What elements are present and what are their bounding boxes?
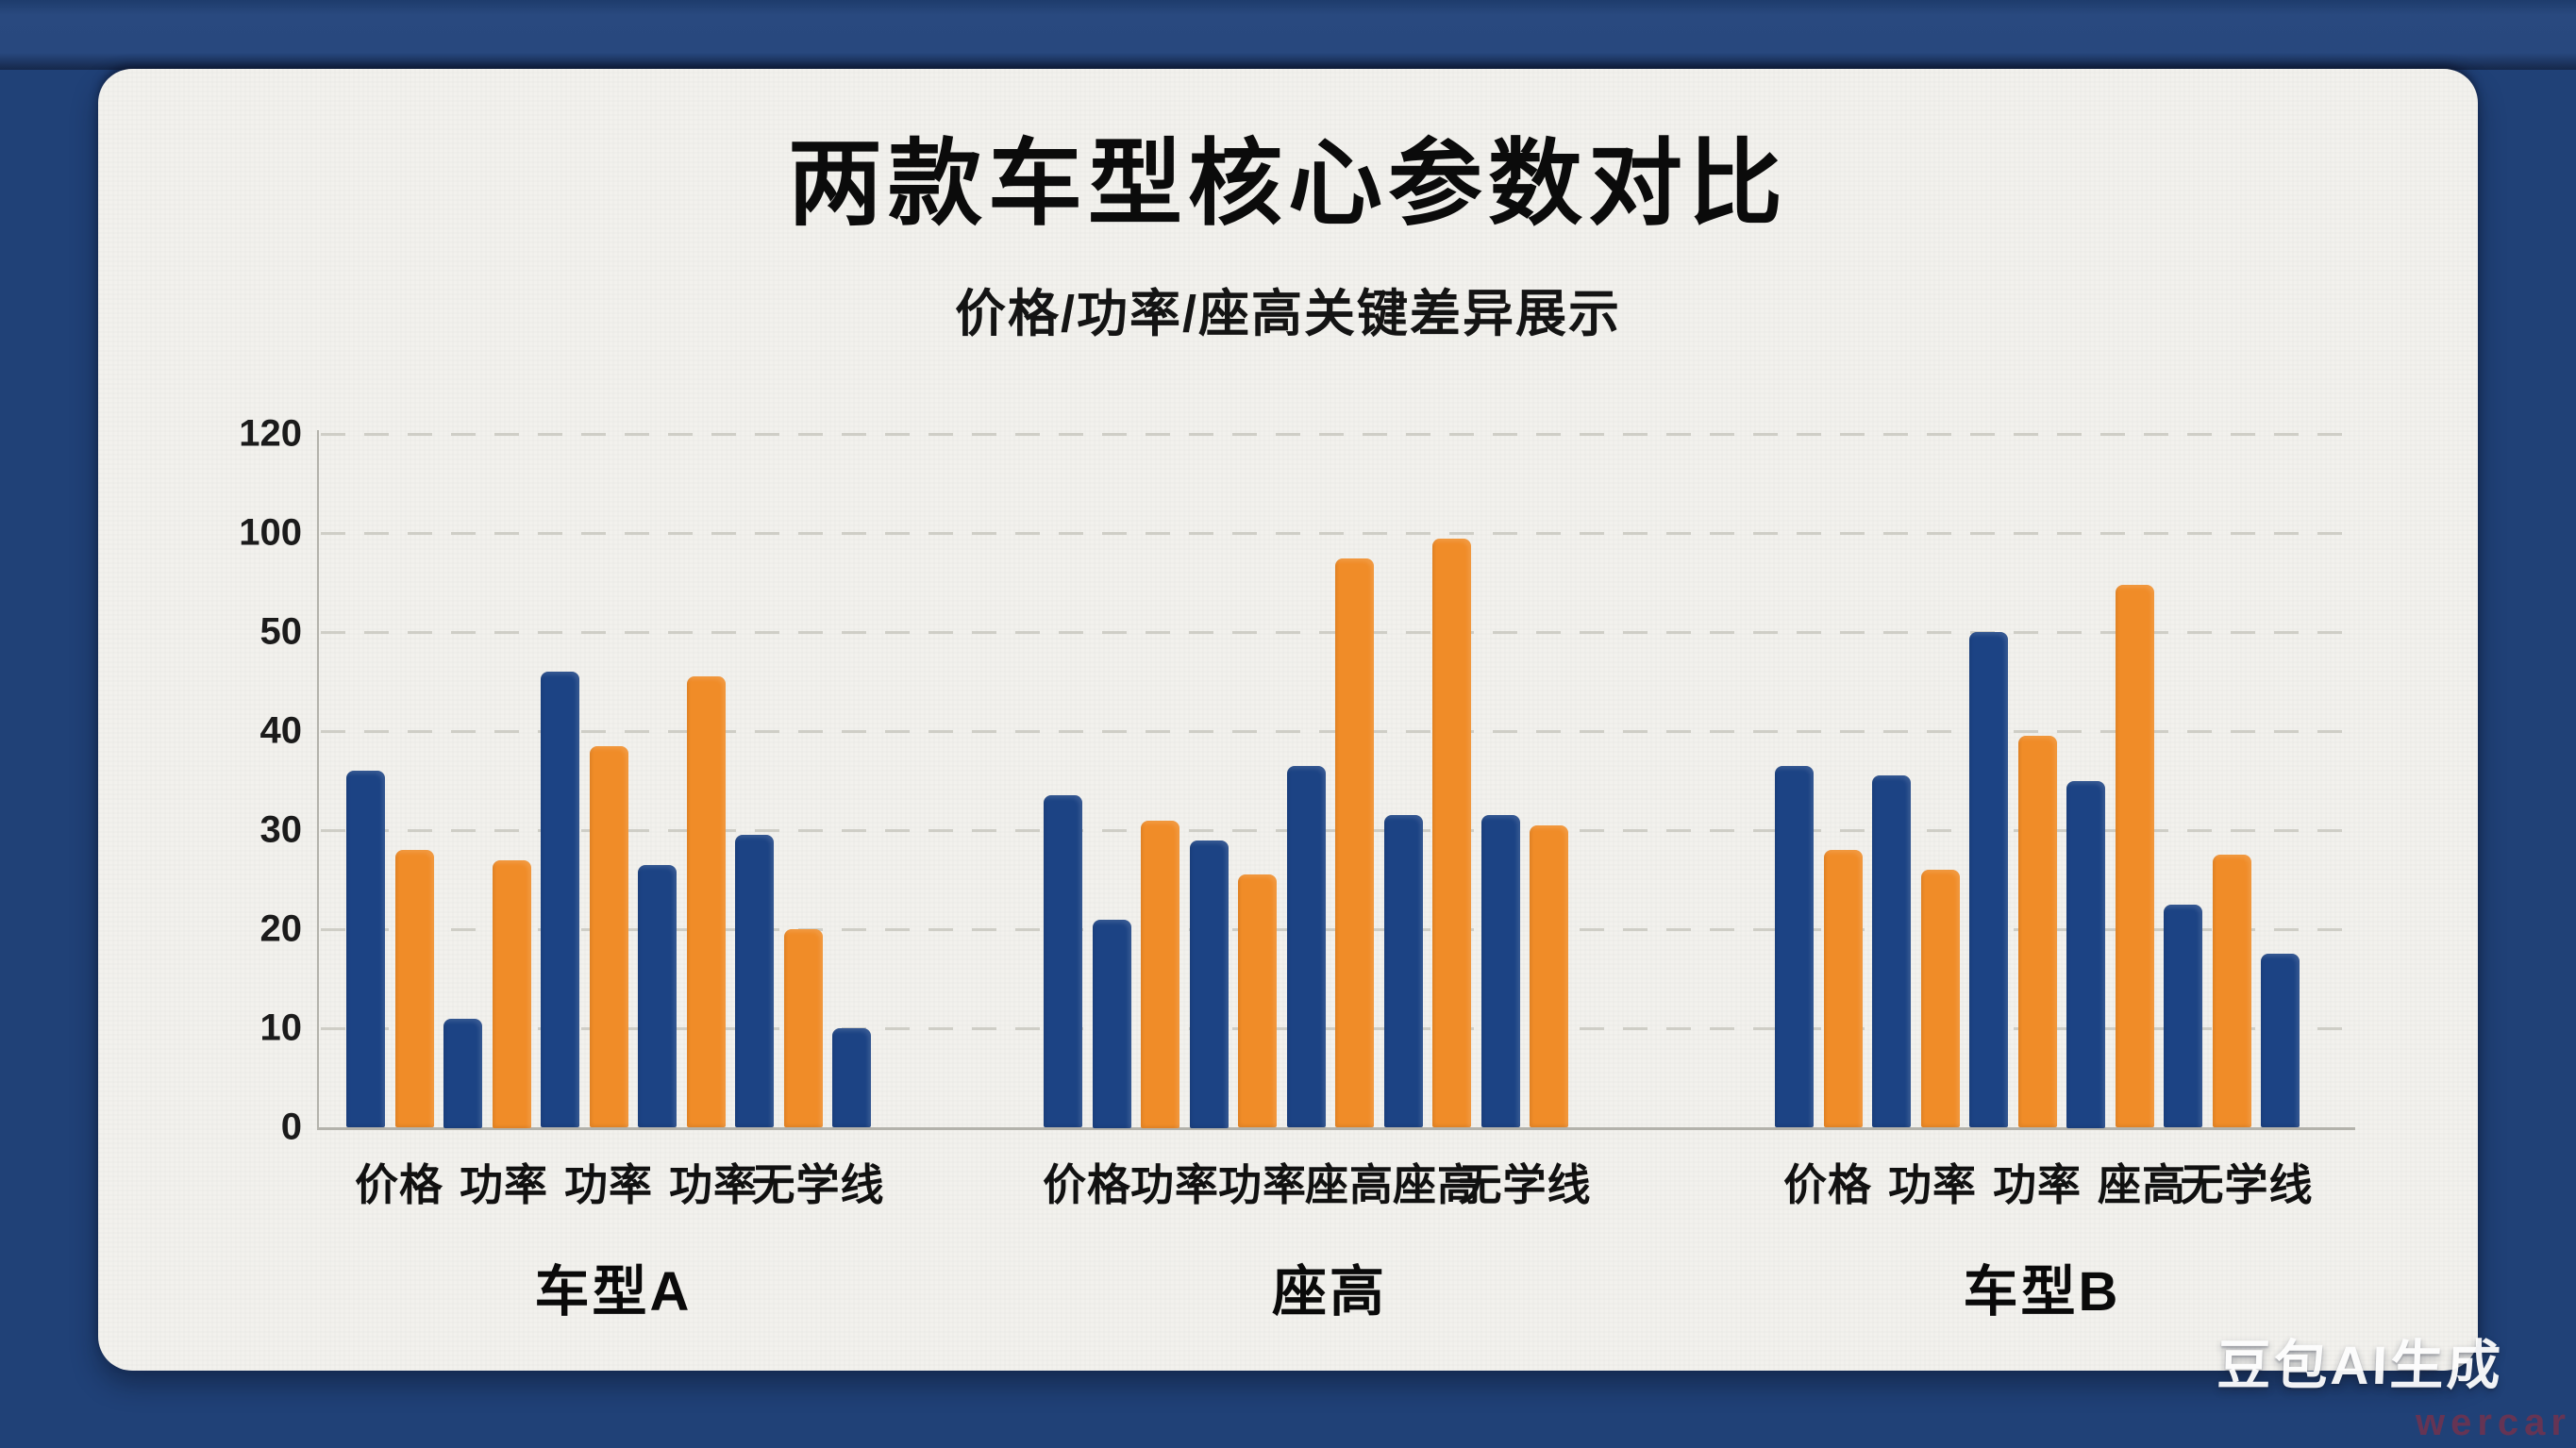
x-tick-label: 功率 [1130,1160,1219,1209]
bar-车型A-0 [346,771,385,1127]
group-label-1: 车型A [534,1261,693,1323]
bar-车型B-8 [2164,905,2202,1127]
y-tick-label: 40 [259,709,303,752]
bar-车型A-1 [395,850,434,1127]
y-tick-label: 120 [239,412,302,455]
bar-座高-3 [1190,841,1229,1128]
y-axis-line [317,430,319,1127]
bar-车型A-6 [638,865,677,1127]
x-tick-label: 功率 [1888,1160,1977,1209]
bar-车型A-4 [541,672,579,1127]
x-tick-label: 无学线 [2180,1160,2314,1209]
x-tick-label: 价格 [1043,1160,1131,1209]
bar-车型B-10 [2261,954,2300,1127]
bar-座高-10 [1530,825,1568,1127]
bar-车型B-7 [2116,585,2154,1127]
bar-车型B-3 [1921,870,1960,1127]
bar-座高-2 [1141,821,1179,1128]
bar-车型A-10 [832,1028,871,1127]
bar-车型A-5 [590,746,628,1127]
group-label-3: 车型B [1963,1261,2121,1323]
frame-top-band [0,0,2576,70]
chart-card [98,69,2478,1371]
bar-车型B-5 [2018,736,2057,1127]
y-tick-label: 10 [259,1007,303,1049]
y-tick-label: 0 [280,1106,302,1148]
bar-车型A-7 [687,676,726,1127]
y-tick-label: 50 [259,610,303,653]
x-tick-label: 无学线 [1458,1160,1592,1209]
x-tick-label: 无学线 [751,1160,885,1209]
x-tick-label: 座高 [2098,1160,2186,1209]
chart-subtitle: 价格/功率/座高关键差异展示 [954,286,1621,342]
x-tick-label: 座高 [1393,1160,1481,1209]
x-tick-label: 功率 [1218,1160,1307,1209]
bar-座高-7 [1384,815,1423,1127]
x-tick-label: 价格 [1783,1160,1872,1209]
bar-车型A-9 [784,929,823,1127]
bar-座高-0 [1044,795,1082,1127]
chart-title: 两款车型核心参数对比 [788,131,1788,237]
x-axis-line [317,1127,2355,1130]
bar-座高-5 [1287,766,1326,1127]
y-tick-label: 20 [259,907,303,950]
gridline-100 [321,532,2355,535]
bar-座高-4 [1238,874,1277,1127]
group-label-2: 座高 [1271,1261,1388,1323]
bar-车型B-9 [2213,855,2251,1127]
bar-车型B-1 [1824,850,1863,1127]
x-tick-label: 价格 [355,1160,443,1209]
x-tick-label: 座高 [1305,1160,1394,1209]
x-tick-label: 功率 [460,1160,548,1209]
bar-座高-8 [1432,539,1471,1127]
gridline-120 [321,433,2355,436]
bar-车型B-2 [1872,775,1911,1127]
bar-车型A-3 [493,860,531,1128]
y-tick-label: 30 [259,808,303,851]
ai-watermark: 豆包AI生成 [2216,1336,2504,1396]
secondary-watermark: wercar [2416,1402,2571,1443]
x-tick-label: 功率 [564,1160,653,1209]
bar-座高-6 [1335,558,1374,1127]
bar-车型A-8 [735,835,774,1127]
bar-车型B-0 [1775,766,1814,1127]
y-tick-label: 100 [239,511,302,554]
x-tick-label: 功率 [669,1160,758,1209]
bar-车型B-4 [1969,632,2008,1127]
x-tick-label: 功率 [1993,1160,2082,1209]
bar-座高-1 [1093,920,1131,1128]
bar-车型B-6 [2066,781,2105,1128]
bar-座高-9 [1481,815,1520,1127]
bar-车型A-2 [443,1019,482,1128]
